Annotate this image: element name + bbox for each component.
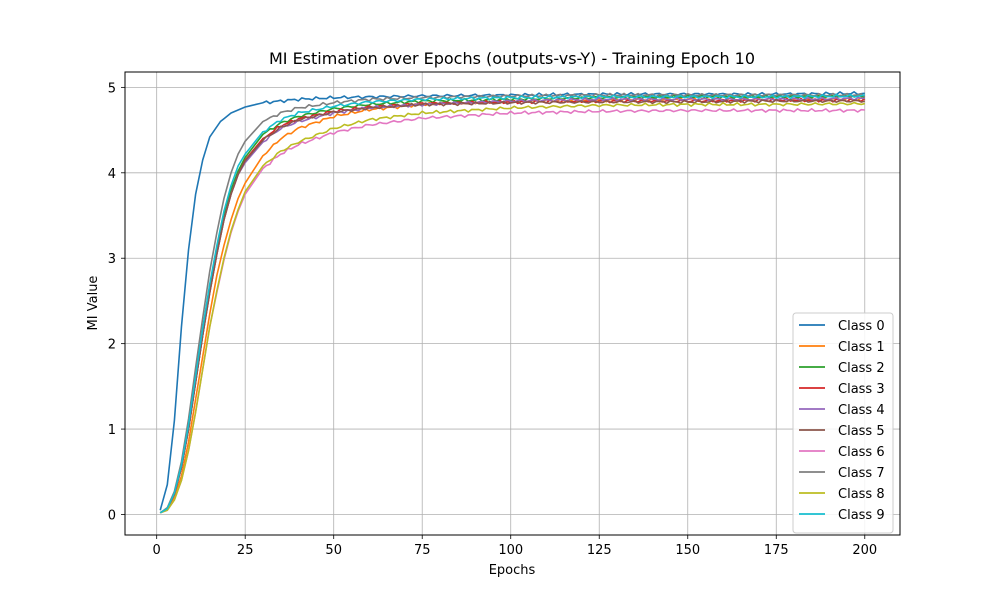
series-line-class-0: [159, 91, 865, 511]
series-lines: [159, 91, 866, 514]
legend-box: [792, 312, 894, 534]
y-tick-label: 3: [108, 252, 116, 267]
x-tick-label: 50: [325, 543, 342, 558]
series-line-class-5: [159, 98, 865, 514]
legend-label: Class 1: [838, 340, 885, 355]
y-tick-label: 0: [108, 508, 116, 523]
y-tick-label: 1: [108, 423, 116, 438]
legend-label: Class 2: [838, 361, 885, 376]
x-tick-label: 75: [414, 543, 431, 558]
legend-label: Class 4: [838, 403, 885, 418]
x-tick-label: 150: [675, 543, 700, 558]
x-tick-label: 200: [852, 543, 877, 558]
x-tick-label: 25: [237, 543, 254, 558]
legend-label: Class 3: [838, 382, 885, 397]
y-tick-label: 2: [108, 338, 116, 353]
chart-title: MI Estimation over Epochs (outputs-vs-Y)…: [269, 49, 755, 68]
y-axis-ticks: 0 1 2 3 4 5: [108, 81, 125, 523]
legend-label: Class 8: [838, 487, 885, 502]
grid: [125, 72, 900, 535]
legend-label: Class 6: [838, 445, 885, 460]
y-axis-label: MI Value: [86, 276, 101, 331]
legend: Class 0 Class 1 Class 2 Class 3 Class 4 Class…: [792, 312, 894, 534]
y-tick-label: 4: [108, 167, 116, 182]
x-tick-label: 0: [153, 543, 161, 558]
x-tick-label: 100: [498, 543, 523, 558]
x-tick-label: 125: [587, 543, 612, 558]
x-axis-ticks: 0 25 50 75 100 125 150 175 200: [153, 535, 877, 558]
x-axis-label: Epochs: [489, 563, 536, 578]
x-tick-label: 175: [764, 543, 789, 558]
legend-label: Class 0: [838, 319, 885, 334]
y-tick-label: 5: [108, 81, 116, 96]
series-line-class-9: [159, 93, 865, 514]
plot-frame: [124, 71, 901, 536]
legend-label: Class 9: [838, 508, 885, 523]
series-line-class-8: [159, 101, 865, 514]
legend-label: Class 7: [838, 466, 885, 481]
series-line-class-6: [159, 107, 865, 514]
series-line-class-4: [159, 96, 865, 514]
legend-label: Class 5: [838, 424, 885, 439]
series-line-class-7: [159, 92, 866, 514]
